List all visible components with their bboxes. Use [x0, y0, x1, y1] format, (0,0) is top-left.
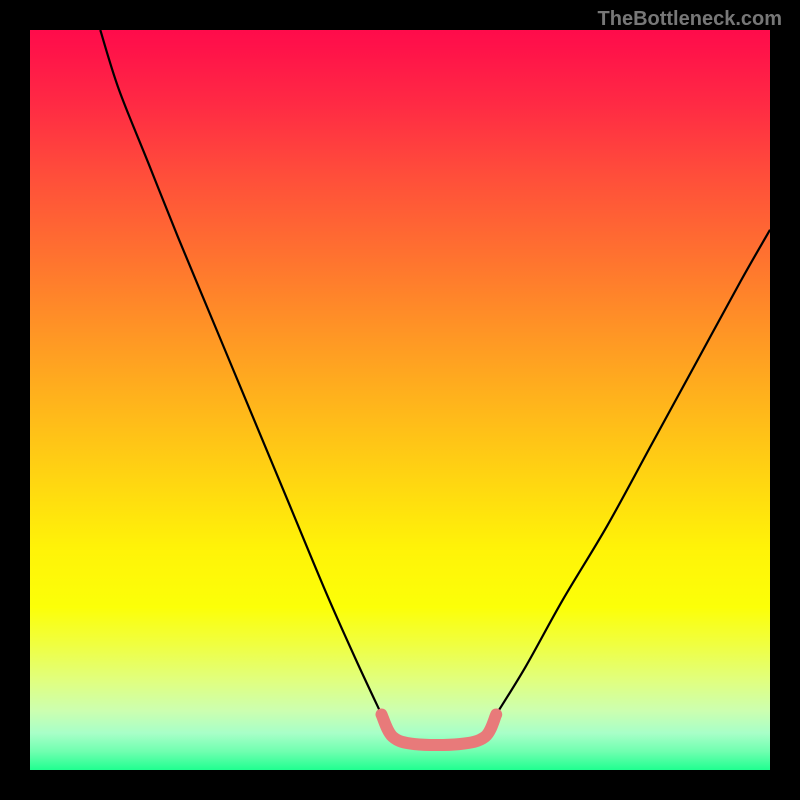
curve-overlay — [30, 30, 770, 770]
watermark-text: TheBottleneck.com — [598, 8, 782, 31]
flat-bottom-segment — [382, 715, 497, 746]
curve-left-branch — [100, 30, 381, 715]
curve-right-branch — [496, 230, 770, 715]
plot-area — [30, 30, 770, 770]
